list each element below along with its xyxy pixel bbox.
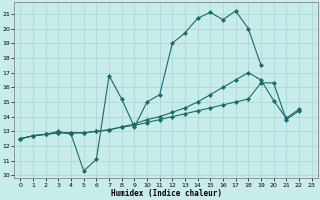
X-axis label: Humidex (Indice chaleur): Humidex (Indice chaleur): [110, 189, 221, 198]
